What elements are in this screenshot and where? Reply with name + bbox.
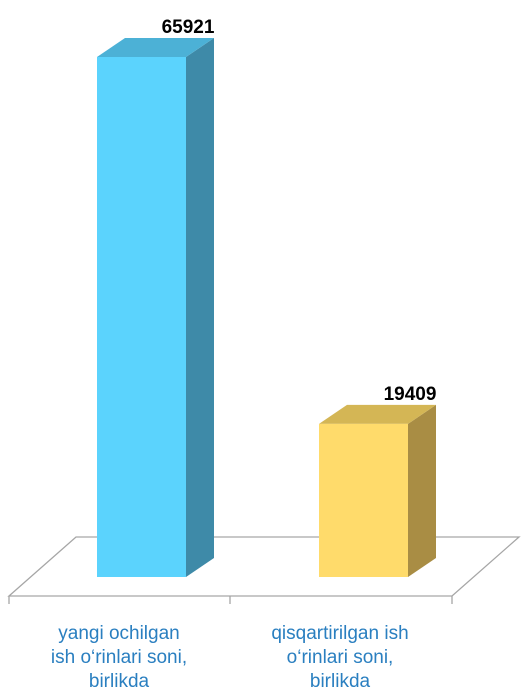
bar-top xyxy=(319,404,436,424)
bar-top xyxy=(97,38,214,57)
category-label-line: birlikda xyxy=(88,671,150,692)
category-label-line: ish o‘rinlari soni, xyxy=(50,647,188,668)
category-label-2: qisqartirilgan ish o‘rinlari soni, birli… xyxy=(240,622,440,694)
bar xyxy=(319,423,408,577)
bar xyxy=(97,57,186,577)
category-label-line: birlikda xyxy=(309,671,371,692)
bar-side xyxy=(186,38,214,577)
chart-floor xyxy=(7,536,521,597)
category-label-line: yangi ochilgan xyxy=(58,623,180,644)
category-label-line: qisqartirilgan ish xyxy=(271,623,409,644)
category-label-line: o‘rinlari soni, xyxy=(286,647,394,668)
data-label: 19409 xyxy=(384,384,437,405)
data-label: 65921 xyxy=(162,17,215,38)
bar-side xyxy=(408,404,436,577)
category-label-1: yangi ochilgan ish o‘rinlari soni, birli… xyxy=(19,622,219,694)
